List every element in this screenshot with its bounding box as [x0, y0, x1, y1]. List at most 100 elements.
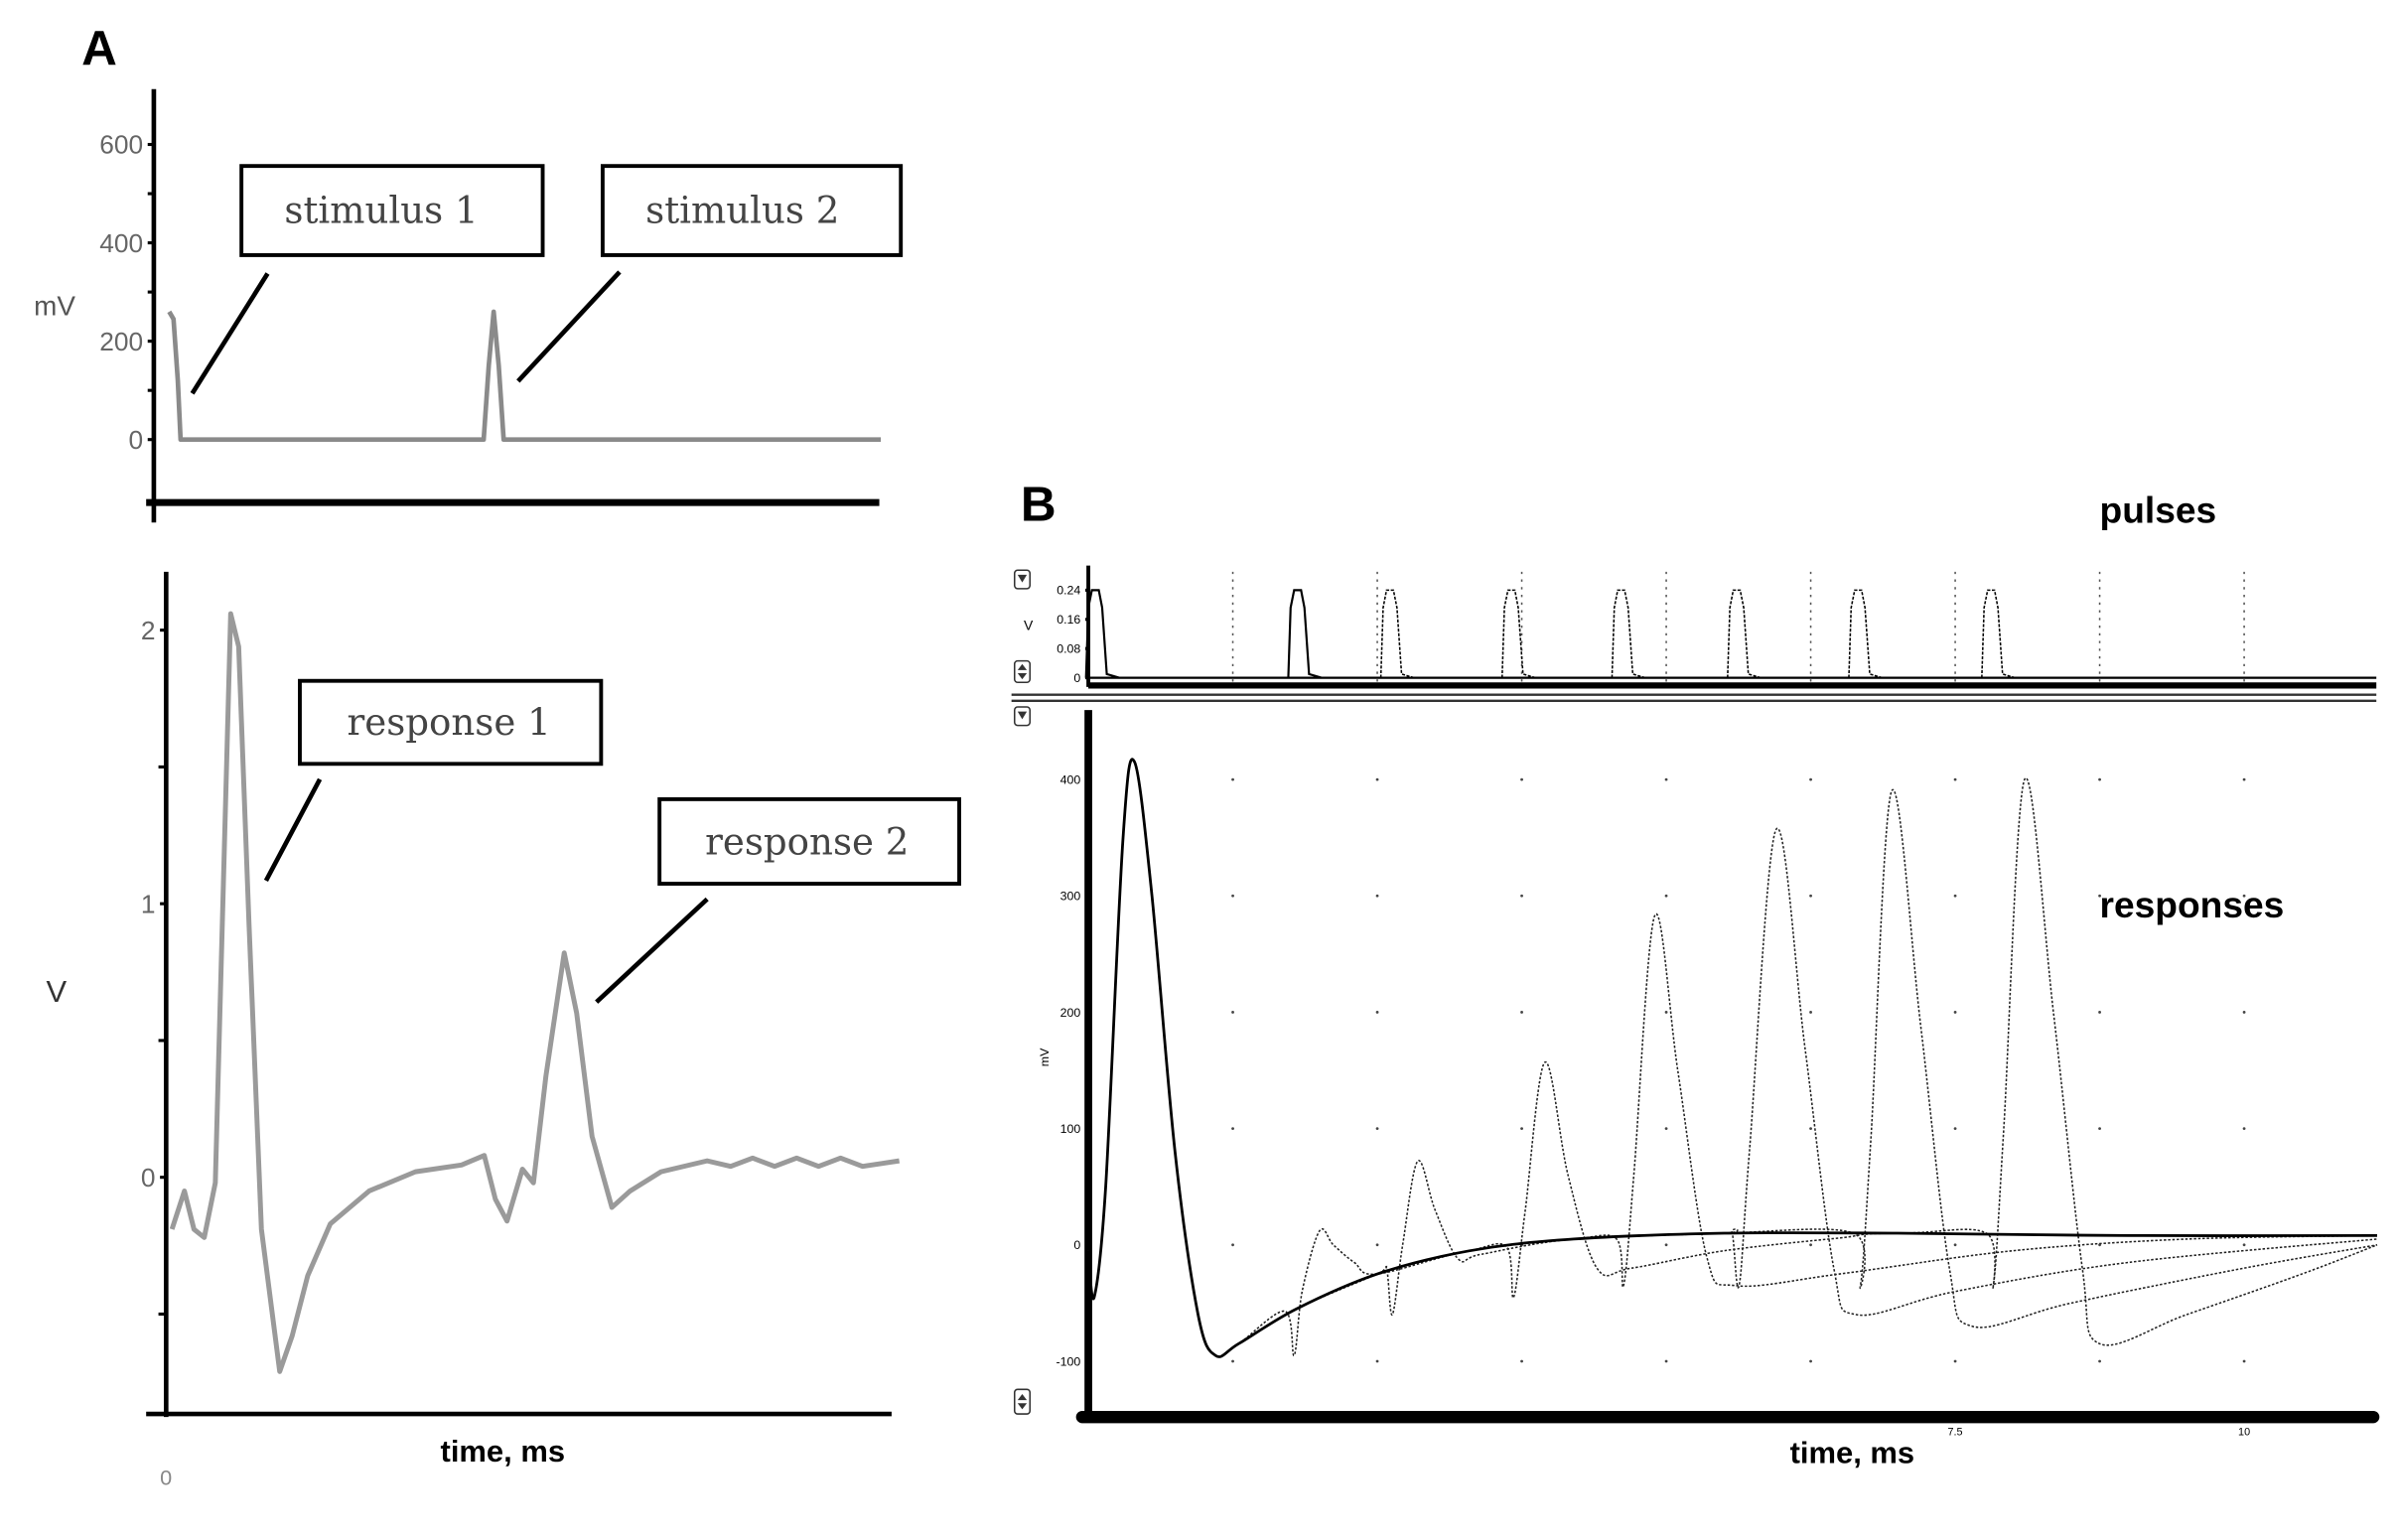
response-sweep	[1087, 759, 2377, 1358]
pulse-trace	[1379, 589, 1415, 679]
grid-dot	[2098, 1359, 2101, 1363]
grid-dot	[1664, 1011, 1668, 1014]
grid-dot	[1664, 777, 1668, 781]
y-tick-label: 100	[1060, 1122, 1081, 1136]
grid-dot	[1375, 1359, 1379, 1363]
grid-dot	[1953, 1011, 1957, 1014]
grid-dot	[1953, 777, 1957, 781]
arrow-down-icon	[1017, 711, 1028, 720]
y-axis-label: mV	[34, 290, 75, 321]
grid-dot	[2242, 894, 2246, 898]
grid-dot	[2098, 894, 2101, 898]
grid-dot	[1520, 777, 1523, 781]
pulse-trace	[1727, 589, 1762, 679]
grid-dot	[1809, 1359, 1812, 1363]
stimulus-trace	[167, 309, 882, 443]
pulse-trace	[1611, 589, 1646, 679]
grid-dot	[1520, 1011, 1523, 1014]
callout-text: response 2	[705, 821, 909, 864]
y-tick-label: 200	[1060, 1006, 1081, 1020]
callout-text: response 1	[347, 701, 550, 744]
up-down-arrows-icon	[1017, 1393, 1028, 1410]
grid-dot	[1664, 894, 1668, 898]
grid-dot	[1375, 1011, 1379, 1014]
callout-text: stimulus 2	[645, 189, 839, 231]
x-tick-label: 7.5	[1948, 1427, 1963, 1439]
grid-dot	[2242, 1359, 2246, 1363]
response-sweep	[1087, 759, 2378, 1358]
panel-label-b: B	[1021, 478, 1057, 532]
y-tick-label: 0	[141, 1163, 156, 1192]
y-axis-label: V	[47, 974, 68, 1009]
grid-dot	[1953, 894, 1957, 898]
scale-up-button-pulses[interactable]	[1013, 569, 1032, 590]
response-sweep	[1087, 759, 2377, 1358]
response-sweep	[1087, 759, 2378, 1358]
y-tick-label: -100	[1057, 1354, 1081, 1368]
grid-dot	[1953, 1243, 1957, 1247]
leader-line	[263, 777, 323, 883]
callout-stimulus-1: stimulus 1	[190, 164, 545, 395]
scale-up-button-responses[interactable]	[1013, 706, 1032, 727]
grid-dot	[1520, 1359, 1523, 1363]
grid-dot	[2098, 1127, 2101, 1131]
grid-dot	[1809, 1243, 1812, 1247]
y-tick-label: 0	[1073, 1238, 1080, 1252]
callout-stimulus-2: stimulus 2	[516, 164, 904, 383]
grid-dot	[1231, 894, 1234, 898]
panel-label-a: A	[81, 21, 117, 75]
grid-dot	[2242, 1243, 2246, 1247]
grid-dot	[1375, 1243, 1379, 1247]
arrow-down-icon	[1017, 574, 1028, 583]
grid-dot	[1664, 1243, 1668, 1247]
y-axis-label: V	[1024, 618, 1034, 633]
callout-text: stimulus 1	[284, 189, 478, 231]
pulses-title: pulses	[2100, 489, 2217, 530]
response-sweep	[1087, 759, 2378, 1358]
pulse-trace	[1848, 589, 1883, 679]
grid-dot	[1375, 894, 1379, 898]
response-sweep	[1087, 759, 2377, 1358]
grid-dot	[2242, 1011, 2246, 1014]
pulse-trace	[1500, 589, 1536, 679]
grid-dot	[1809, 1127, 1812, 1131]
grid-dot	[1375, 777, 1379, 781]
grid-dot	[1664, 1127, 1668, 1131]
grid-dot	[2242, 1127, 2246, 1131]
grid-dot	[2098, 1011, 2101, 1014]
x-tick-label: 0	[160, 1465, 172, 1489]
grid-dot	[1231, 1243, 1234, 1247]
y-tick-label: 0	[128, 425, 143, 455]
responses-chart: mV time, ms 400 300 200 100 0 -100 7.5 10	[1038, 710, 2380, 1470]
leader-line	[190, 272, 270, 395]
y-tick-label: 400	[1060, 772, 1081, 786]
zoom-button-pulses[interactable]	[1013, 659, 1032, 684]
zoom-button-responses[interactable]	[1013, 1388, 1032, 1415]
grid-dot	[1231, 1359, 1234, 1363]
grid-dot	[1231, 1011, 1234, 1014]
y-tick-label: 400	[99, 228, 143, 258]
grid-dot	[1520, 1127, 1523, 1131]
callout-response-1: response 1	[263, 678, 604, 883]
grid-dot	[2098, 777, 2101, 781]
leader-line	[595, 897, 709, 1004]
y-tick-label: 0.08	[1057, 642, 1080, 656]
y-tick-label: 0.24	[1057, 584, 1080, 598]
grid-dot	[1953, 1127, 1957, 1131]
y-tick-label: 2	[141, 616, 156, 645]
pulses-chart: V 0.24 0.16 0.08 0	[1024, 565, 2377, 689]
responses-title: responses	[2100, 884, 2285, 925]
callout-response-2: response 2	[595, 796, 961, 1004]
response-chart: V 0 time, ms 2 1 0	[47, 571, 901, 1489]
y-tick-label: 200	[99, 327, 143, 356]
grid-dot	[1231, 777, 1234, 781]
up-down-arrows-icon	[1017, 663, 1028, 680]
grid-dot	[1664, 1359, 1668, 1363]
y-tick-label: 0	[1073, 671, 1080, 685]
grid-dot	[1231, 1127, 1234, 1131]
grid-dot	[1809, 777, 1812, 781]
grid-dot	[2242, 777, 2246, 781]
pulse-trace	[1084, 589, 1120, 679]
grid-dot	[1375, 1127, 1379, 1131]
